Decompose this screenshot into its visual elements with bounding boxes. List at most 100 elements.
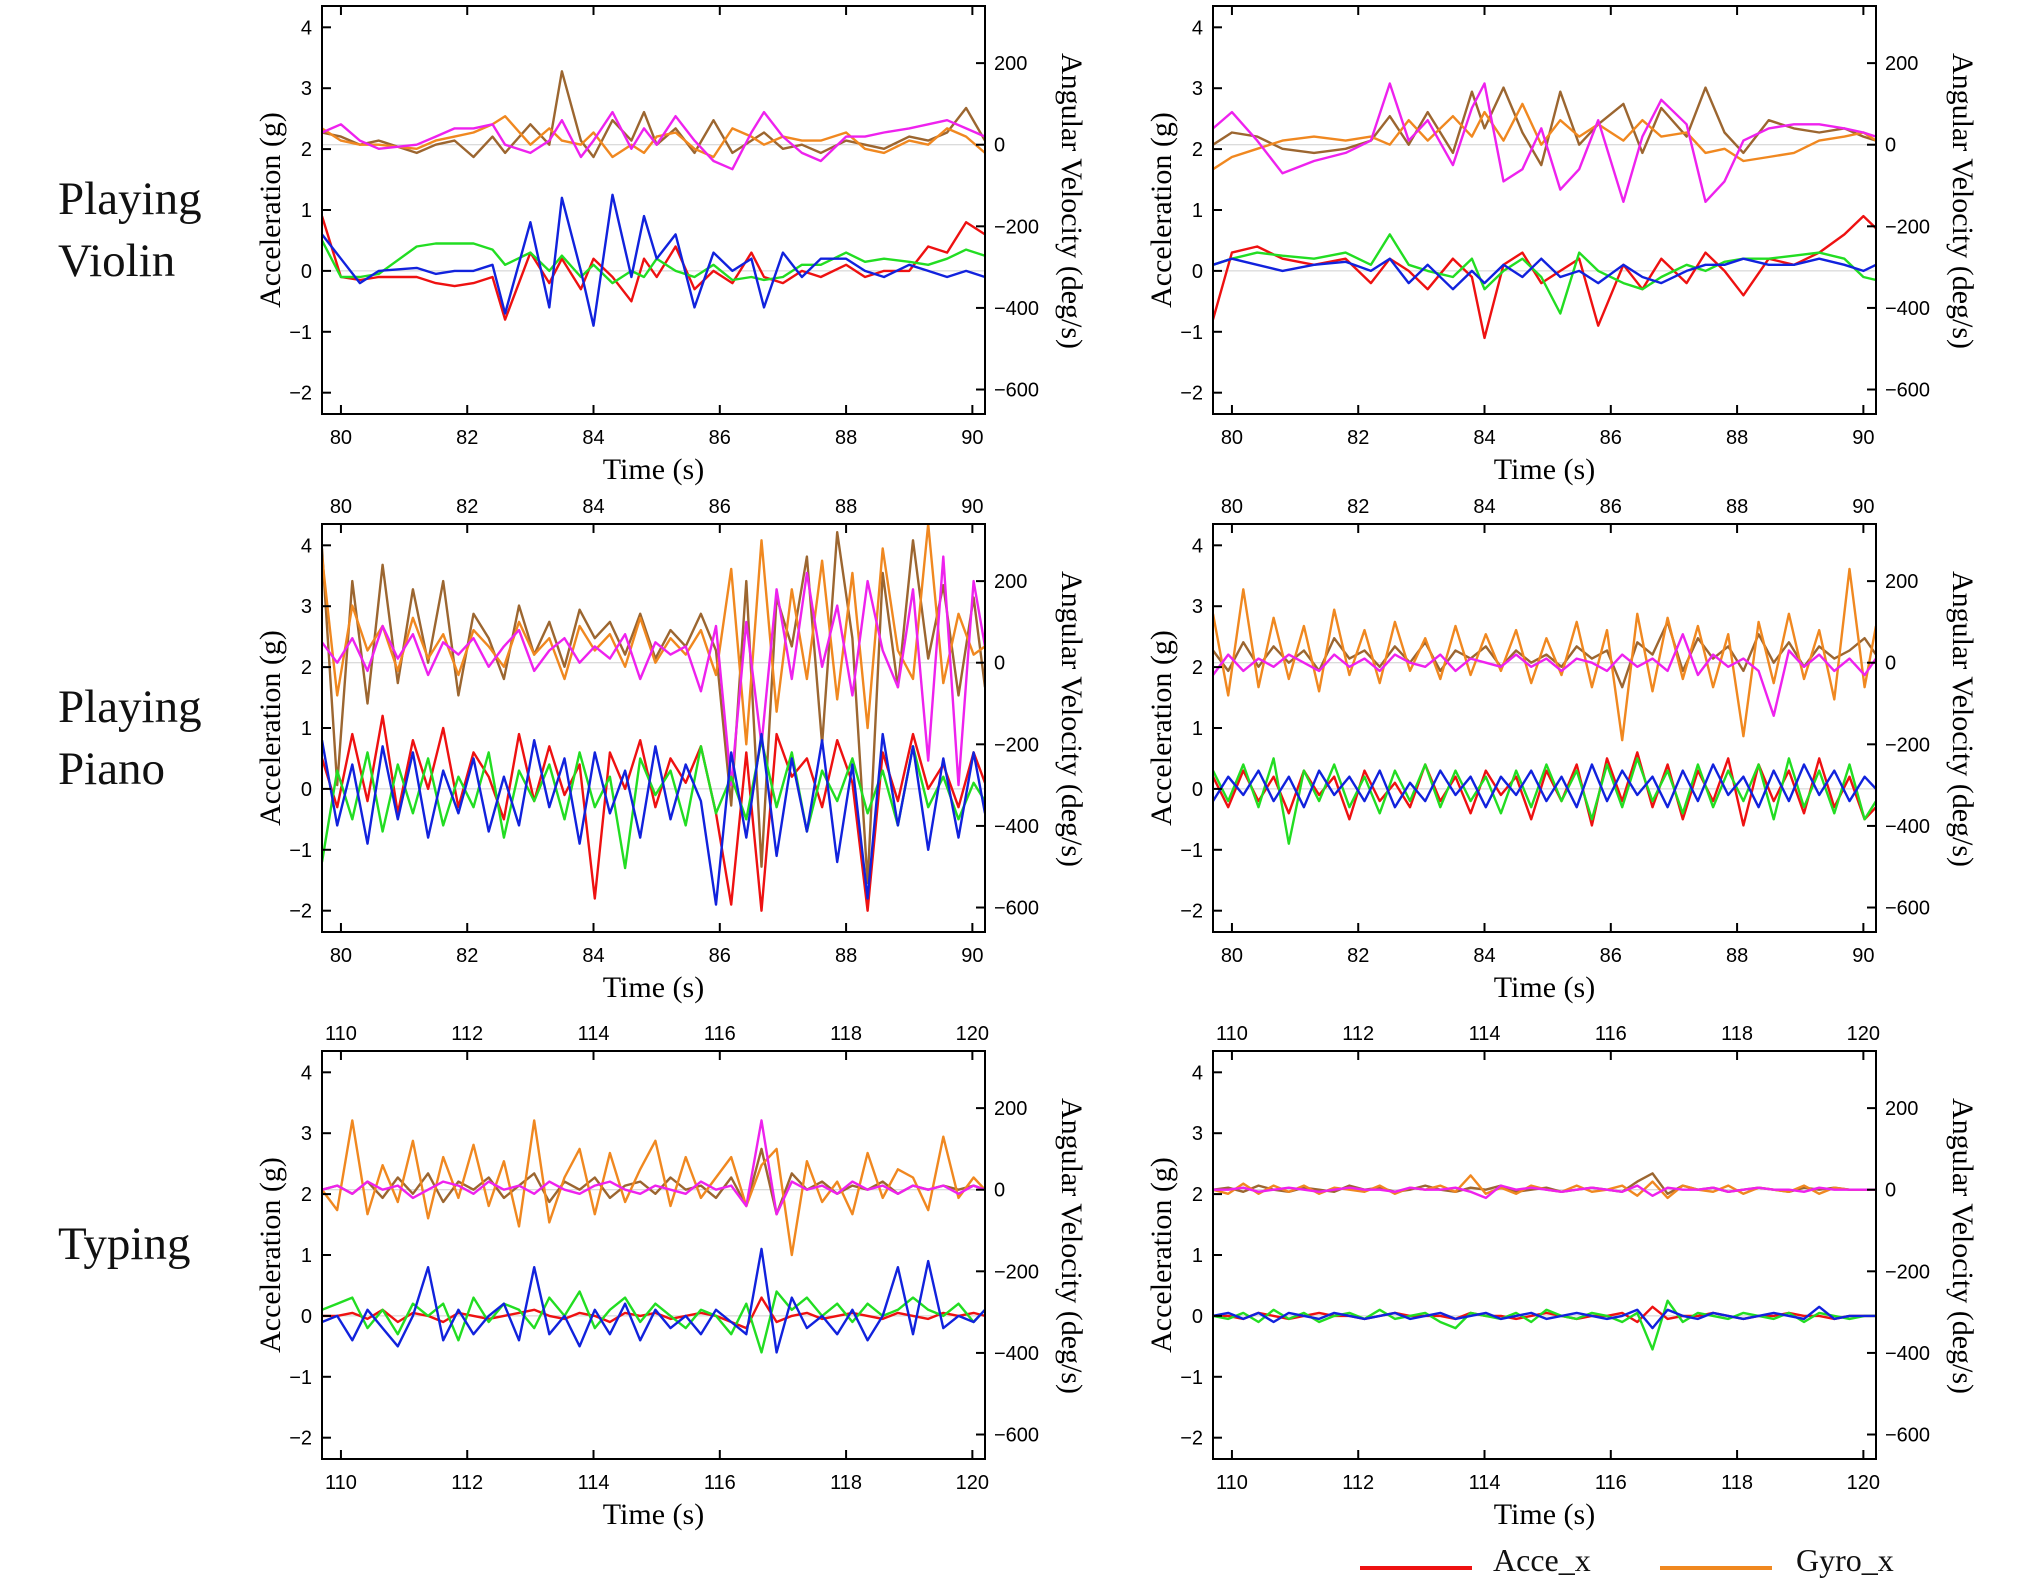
y-axis-label: Acceleration (g) <box>254 1157 287 1353</box>
chart-panel-2: 80 80 82 82 84 84 86 86 88 88 90 90 −2 −1 0 1 2 3 4 −600 −40… <box>254 496 1088 1004</box>
x-tick-label-top: 116 <box>704 1023 736 1045</box>
series-line-0 <box>1213 1305 1876 1324</box>
y2-tick-label: 0 <box>1885 653 1896 675</box>
series-line-0 <box>1213 214 1876 340</box>
x-tick-label-top: 110 <box>1216 1023 1248 1045</box>
y2-tick-label: 200 <box>1885 1098 1918 1120</box>
x-tick-label: 118 <box>1721 1472 1753 1494</box>
y-axis-label: Acceleration (g) <box>254 112 287 308</box>
y2-axis-label: Angular Velocity (deg/s) <box>1055 571 1088 867</box>
y-axis-label: Acceleration (g) <box>254 630 287 826</box>
x-tick-label-top: 84 <box>582 496 604 518</box>
y-tick-label: 3 <box>1192 78 1203 100</box>
y2-tick-label: 200 <box>994 1098 1027 1120</box>
y-tick-label: −1 <box>289 322 312 344</box>
y-tick-label: 0 <box>301 261 312 283</box>
x-tick-label: 116 <box>1595 1472 1627 1494</box>
y2-tick-label: −600 <box>994 380 1039 402</box>
chart-panel-4: 110110112112114114116116118118120120−2−1… <box>254 1023 1088 1531</box>
x-tick-label-top: 88 <box>835 496 857 518</box>
x-tick-label: 80 <box>330 427 352 449</box>
y-tick-label: 3 <box>1192 1123 1203 1145</box>
row-label-line: Playing <box>58 681 202 733</box>
series-line-2 <box>1213 763 1876 809</box>
legend: Acce_x Gyro_x <box>1360 1542 2020 1583</box>
y2-axis-label: Angular Velocity (deg/s) <box>1946 571 1979 867</box>
y-tick-label: 2 <box>1192 657 1203 679</box>
x-tick-label-top: 118 <box>830 1023 862 1045</box>
y2-tick-label: 0 <box>1885 135 1896 157</box>
y-tick-label: 4 <box>301 17 312 39</box>
x-tick-label: 84 <box>1473 427 1495 449</box>
legend-label-gyro-x: Gyro_x <box>1796 1542 1894 1578</box>
y2-tick-label: −400 <box>994 816 1039 838</box>
plot-frame <box>321 1050 986 1460</box>
x-tick-label-top: 86 <box>1600 496 1622 518</box>
x-tick-label-top: 120 <box>956 1023 989 1045</box>
y-axis-label: Acceleration (g) <box>1145 1157 1178 1353</box>
y-tick-label: −2 <box>289 383 312 405</box>
y2-tick-label: 200 <box>1885 571 1918 593</box>
series-line-5 <box>322 110 985 171</box>
x-tick-label: 88 <box>835 945 857 967</box>
series-line-2 <box>1213 257 1876 291</box>
y-tick-label: 4 <box>1192 1062 1203 1084</box>
x-tick-label: 120 <box>956 1472 989 1494</box>
x-axis-label: Time (s) <box>603 971 704 1004</box>
series-line-4 <box>322 1119 985 1257</box>
y2-axis-label: Angular Velocity (deg/s) <box>1946 53 1979 349</box>
x-tick-label-top: 110 <box>325 1023 357 1045</box>
chart-panel-0: 80 82 84 86 88 90 −2 −1 0 1 2 3 4 −600 −400 −200 0 200 Tim… <box>254 5 1088 486</box>
y-tick-label: −1 <box>1180 840 1203 862</box>
plot-frame <box>1212 5 1877 415</box>
y-tick-label: 0 <box>1192 779 1203 801</box>
series-line-2 <box>1213 1305 1876 1330</box>
row-label-line: Violin <box>58 235 176 287</box>
row-label-line: Typing <box>58 1218 191 1270</box>
y-tick-label: 2 <box>301 657 312 679</box>
y2-tick-label: −400 <box>1885 298 1930 320</box>
series-line-0 <box>322 714 985 912</box>
x-tick-label-top: 82 <box>1347 496 1369 518</box>
series-line-4 <box>1213 1174 1876 1200</box>
x-tick-label: 84 <box>1473 945 1495 967</box>
y2-tick-label: 200 <box>994 571 1027 593</box>
series-line-5 <box>1213 633 1876 717</box>
chart-panel-3: 80 80 82 82 84 84 86 86 88 88 90 90 −2 −1 0 1 2 3 4 −600 −40… <box>1145 496 1979 1004</box>
y2-axis-label: Angular Velocity (deg/s) <box>1946 1098 1979 1394</box>
y-tick-label: 3 <box>301 1123 312 1145</box>
x-tick-label: 90 <box>961 945 983 967</box>
y2-tick-label: −600 <box>994 898 1039 920</box>
y-tick-label: 1 <box>1192 718 1203 740</box>
y-tick-label: 3 <box>301 596 312 618</box>
y2-axis-label: Angular Velocity (deg/s) <box>1055 1098 1088 1394</box>
x-tick-label: 112 <box>1342 1472 1374 1494</box>
y2-tick-label: 0 <box>994 1180 1005 1202</box>
x-axis-label: Time (s) <box>603 1498 704 1531</box>
y-tick-label: −2 <box>1180 383 1203 405</box>
x-tick-label-top: 80 <box>330 496 352 518</box>
x-tick-label: 86 <box>1600 945 1622 967</box>
x-tick-label: 116 <box>704 1472 736 1494</box>
legend-swatch-gyro-x <box>1660 1566 1772 1570</box>
y-tick-label: 1 <box>1192 1245 1203 1267</box>
y-tick-label: −2 <box>289 901 312 923</box>
x-tick-label: 88 <box>835 427 857 449</box>
series-line-1 <box>1213 1299 1876 1351</box>
x-tick-label: 80 <box>1221 427 1243 449</box>
chart-panel-5: 110110112112114114116116118118120120−2−1… <box>1145 1023 1979 1531</box>
y-tick-label: 3 <box>1192 596 1203 618</box>
y2-axis-label: Angular Velocity (deg/s) <box>1055 53 1088 349</box>
y2-tick-label: −400 <box>994 298 1039 320</box>
x-tick-label: 80 <box>1221 945 1243 967</box>
y-tick-label: −1 <box>289 1367 312 1389</box>
series-line-2 <box>322 193 985 327</box>
series-line-3 <box>322 70 985 159</box>
y2-tick-label: −600 <box>1885 1425 1930 1447</box>
series-line-1 <box>322 239 985 285</box>
y2-tick-label: 200 <box>994 53 1027 75</box>
series-line-1 <box>1213 233 1876 315</box>
y2-tick-label: −400 <box>994 1343 1039 1365</box>
series-line-4 <box>322 114 985 159</box>
x-tick-label: 86 <box>709 427 731 449</box>
